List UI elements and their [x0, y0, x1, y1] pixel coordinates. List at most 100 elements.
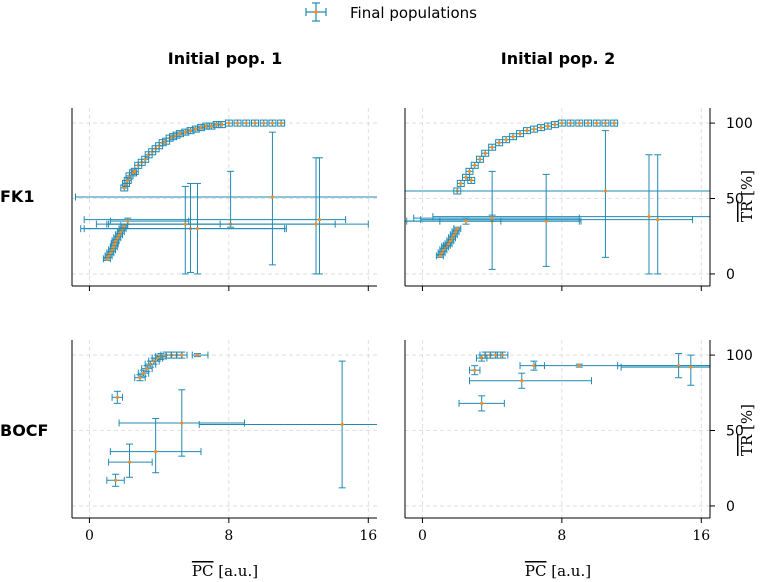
- data-point: [207, 122, 216, 130]
- xlabel-left-bar: PC: [192, 562, 214, 580]
- data-point: [575, 119, 584, 127]
- series-final-populations: [458, 351, 710, 412]
- data-point: [277, 119, 286, 127]
- marker: [446, 242, 451, 246]
- marker: [126, 219, 130, 223]
- marker: [143, 157, 147, 161]
- xlabel-left-unit: [a.u.]: [213, 562, 258, 580]
- marker: [467, 169, 472, 173]
- marker: [612, 121, 616, 125]
- data-point: [620, 354, 710, 386]
- marker: [656, 218, 660, 222]
- data-point: [251, 119, 259, 127]
- marker: [183, 130, 187, 134]
- marker: [178, 132, 182, 136]
- data-point: [566, 119, 575, 127]
- data-point: [489, 351, 502, 359]
- data-point: [109, 217, 190, 225]
- marker: [520, 379, 524, 383]
- legend-point: [314, 10, 318, 14]
- marker: [438, 254, 442, 258]
- panel-fk1-pop2: 0 50 100: [404, 108, 753, 291]
- marker: [490, 216, 494, 220]
- data-point: [118, 389, 246, 457]
- data-point: [488, 143, 497, 151]
- data-point: [610, 119, 619, 127]
- marker: [145, 367, 149, 371]
- xlabel-right-unit: [a.u.]: [546, 562, 591, 580]
- data-point: [536, 124, 545, 132]
- marker: [568, 121, 573, 125]
- marker: [133, 169, 137, 173]
- grid: [405, 340, 710, 518]
- marker: [195, 353, 200, 357]
- marker: [107, 254, 111, 258]
- column-title-1: Initial pop. 1: [168, 49, 283, 68]
- data-point: [123, 176, 132, 184]
- data-point: [509, 133, 518, 141]
- marker: [490, 145, 494, 149]
- marker: [450, 236, 454, 240]
- data-point: [475, 155, 484, 163]
- marker: [577, 121, 581, 125]
- data-point: [456, 179, 465, 187]
- ylabel-bottom-unit: [%]: [738, 404, 756, 435]
- marker: [180, 421, 184, 425]
- marker: [440, 251, 444, 255]
- marker: [647, 215, 651, 219]
- marker: [113, 242, 117, 246]
- xlabel-left: PC [a.u.]: [192, 562, 258, 580]
- marker: [194, 127, 198, 131]
- data-point: [496, 351, 509, 359]
- series-final-populations: [74, 119, 377, 275]
- x-tick-label: 16: [692, 528, 710, 544]
- marker: [483, 151, 487, 155]
- svg-text:TR [%]: TR [%]: [738, 170, 756, 222]
- marker: [154, 450, 158, 454]
- axes: 0 50 100: [404, 108, 753, 291]
- marker: [577, 364, 581, 368]
- marker: [117, 233, 121, 237]
- x-tick-label: 0: [85, 528, 94, 544]
- data-point: [106, 473, 125, 487]
- y-tick-label: 100: [726, 116, 753, 132]
- marker: [478, 157, 482, 161]
- data-point: [550, 121, 559, 129]
- data-point: [495, 139, 504, 147]
- x-tick-label: 8: [557, 528, 566, 544]
- marker: [473, 163, 477, 167]
- ylabel-bottom-bar: TR: [738, 434, 756, 456]
- marker: [108, 251, 112, 255]
- data-point: [196, 124, 205, 132]
- data-point: [468, 372, 592, 389]
- marker: [110, 248, 114, 252]
- data-point: [191, 351, 209, 359]
- legend-label: Final populations: [350, 4, 477, 22]
- data-point: [224, 119, 233, 127]
- y-tick-label: 0: [726, 499, 735, 515]
- marker: [204, 124, 208, 128]
- marker: [115, 236, 119, 240]
- data-point: [83, 157, 347, 275]
- x-tick-label: 16: [359, 528, 377, 544]
- marker: [122, 224, 126, 228]
- data-point: [543, 122, 552, 130]
- data-point: [141, 365, 153, 373]
- marker: [244, 121, 248, 125]
- marker: [279, 121, 283, 125]
- series-final-populations: [106, 351, 377, 489]
- data-point: [439, 217, 502, 225]
- marker: [270, 195, 275, 199]
- data-point: [557, 119, 566, 127]
- x-tick-label: 0: [418, 528, 427, 544]
- data-point: [111, 390, 124, 404]
- data-point: [137, 369, 150, 377]
- marker: [317, 218, 322, 222]
- marker: [441, 248, 445, 252]
- marker: [459, 181, 463, 186]
- row-title-bocf: BOCF: [0, 421, 48, 440]
- axes: 0 8 16: [71, 340, 377, 544]
- marker: [127, 460, 132, 464]
- marker: [473, 368, 477, 372]
- marker: [525, 129, 529, 133]
